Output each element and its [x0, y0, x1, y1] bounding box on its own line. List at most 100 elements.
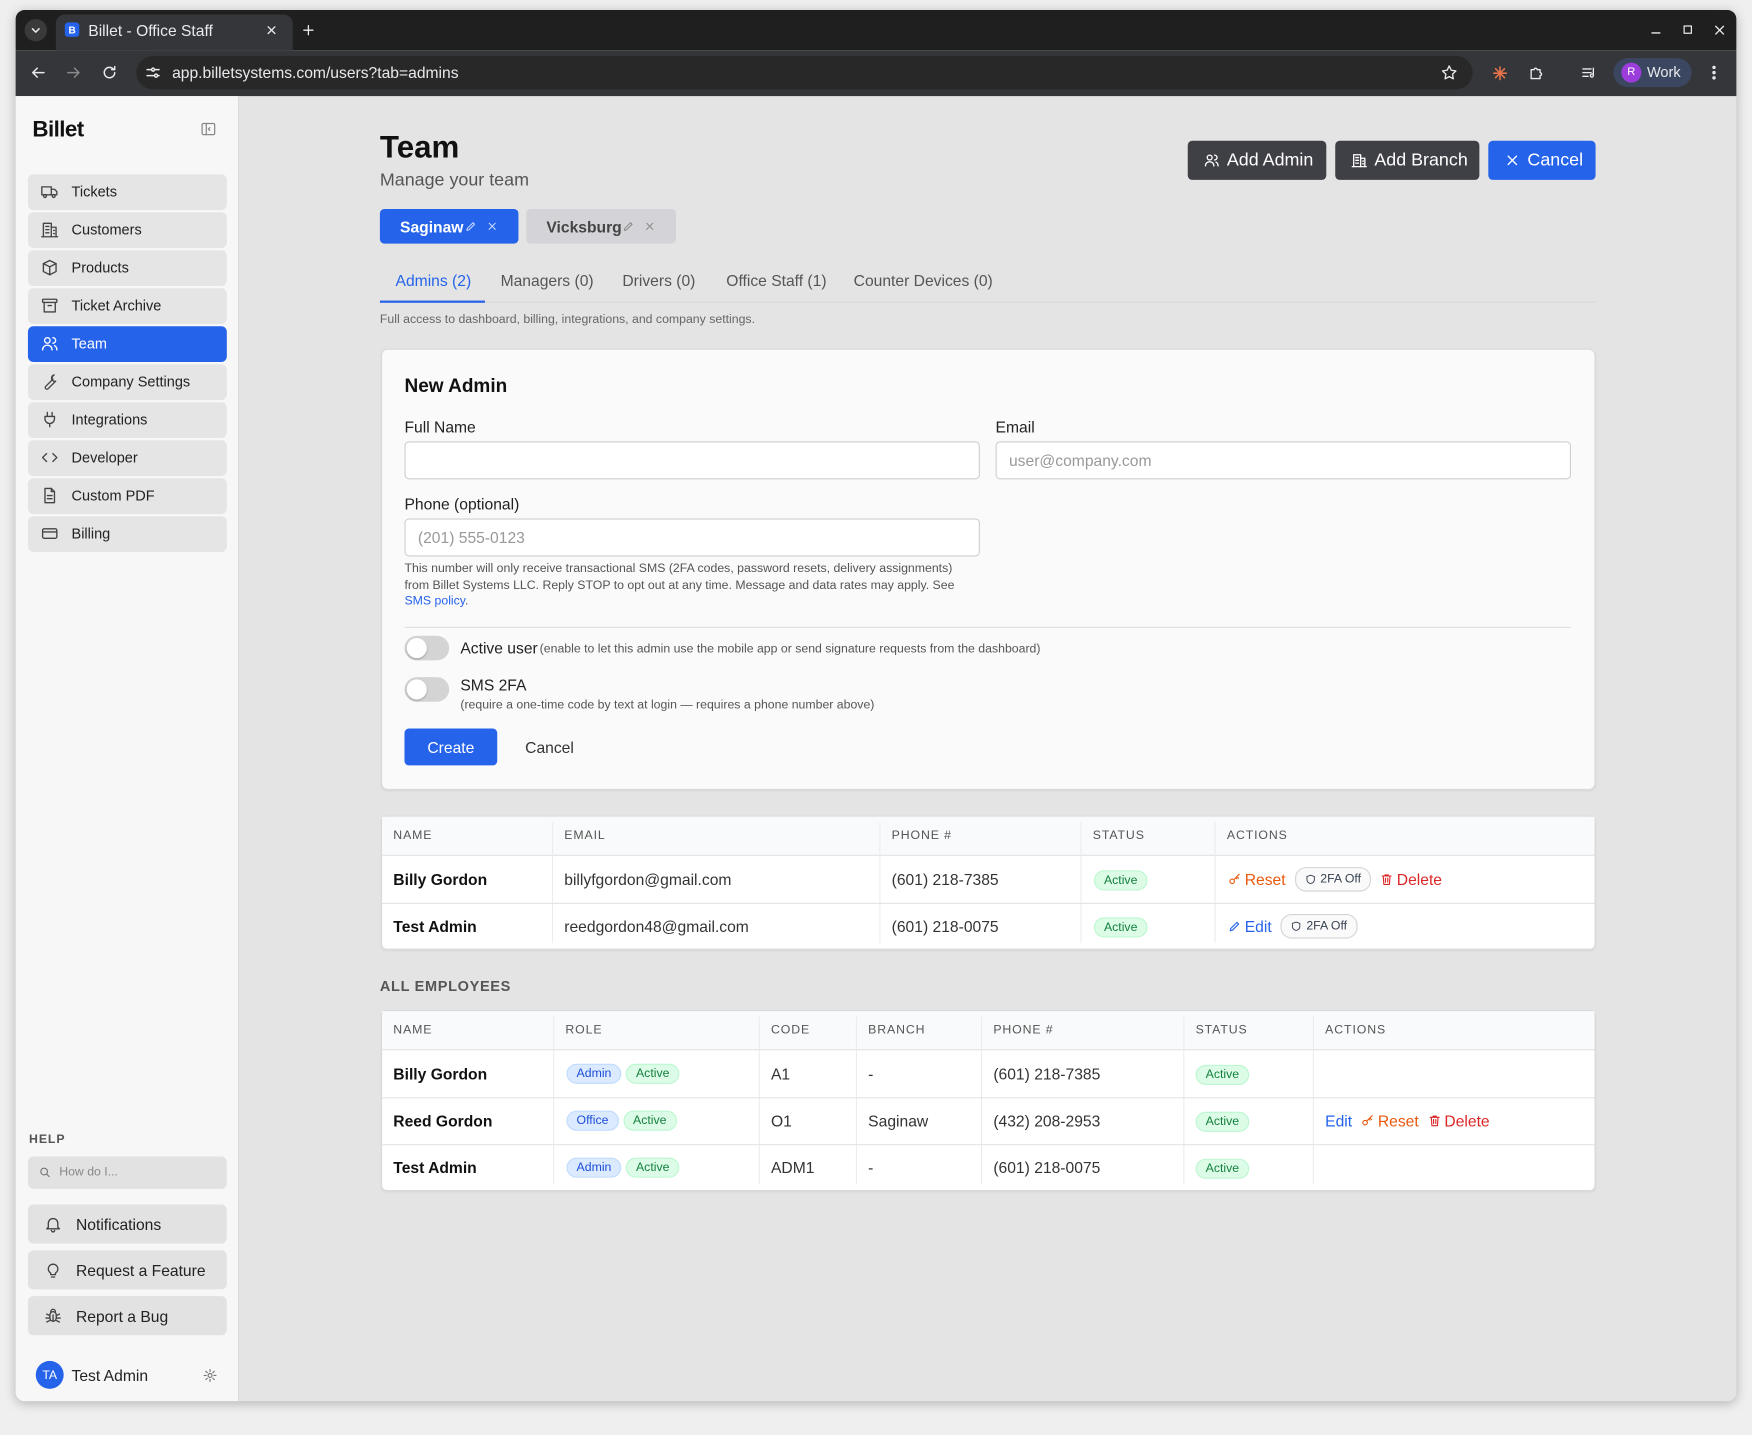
action-icon	[1362, 1115, 1373, 1126]
help-search[interactable]	[27, 1156, 227, 1189]
status-cell: Active	[1093, 916, 1183, 938]
branch-edit-part	[466, 222, 476, 231]
column-header: ACTIONS	[1325, 1023, 1387, 1037]
help-link[interactable]	[27, 1296, 227, 1336]
branch-chip[interactable]	[526, 208, 676, 244]
favicon-letter: B	[68, 24, 76, 36]
column-divider	[879, 822, 881, 944]
help-link-label: Request a Feature	[75, 1260, 206, 1279]
employee-code: O1	[770, 1111, 792, 1130]
action-label[interactable]: 2FA Off	[1306, 919, 1348, 933]
nav-item[interactable]	[27, 516, 227, 552]
tab[interactable]: Admins (2)	[395, 271, 472, 290]
branch-name[interactable]: Saginaw	[400, 217, 464, 236]
nav-icon	[44, 487, 56, 504]
column-divider	[855, 1016, 858, 1185]
tab-search-button[interactable]	[24, 18, 47, 42]
tab[interactable]: Drivers (0)	[622, 271, 696, 290]
nav-item[interactable]	[27, 250, 227, 287]
employee-branch: -	[868, 1158, 874, 1177]
phone-input[interactable]	[404, 518, 980, 557]
action-label[interactable]: Reset	[1377, 1111, 1419, 1130]
nav-icon	[42, 259, 57, 276]
user-settings-part	[203, 1369, 217, 1382]
nav-item[interactable]	[27, 402, 227, 439]
nav-item[interactable]	[27, 174, 227, 211]
section-heading: ALL EMPLOYEES	[379, 977, 512, 995]
cancel-button[interactable]: Cancel	[525, 738, 574, 757]
branch-remove-part	[488, 222, 496, 230]
nav-icon-part	[44, 487, 56, 504]
window-close-part	[1715, 25, 1725, 35]
action-icon-part	[1292, 921, 1301, 931]
action-label[interactable]: Edit	[1325, 1111, 1353, 1130]
favicon	[64, 22, 80, 37]
active-tab[interactable]	[55, 14, 293, 51]
create-button[interactable]	[404, 728, 498, 766]
action-label[interactable]: Reset	[1244, 870, 1286, 889]
column-header: BRANCH	[868, 1023, 926, 1037]
branch-edit	[623, 222, 633, 231]
sms-notice-text: This number will only receive transactio…	[404, 562, 955, 592]
help-link-icon-part	[45, 1308, 61, 1323]
create-label[interactable]: Create	[427, 738, 475, 757]
action-icon-part	[1229, 921, 1240, 932]
column-header: CODE	[770, 1023, 811, 1037]
nav-icon-part	[42, 222, 52, 238]
nav-icon-part	[41, 452, 58, 463]
admin-name: Billy Gordon	[393, 870, 488, 889]
branch-name[interactable]: Vicksburg	[546, 217, 622, 236]
action-label[interactable]: Delete	[1396, 870, 1442, 889]
nav-item[interactable]	[27, 440, 227, 476]
window-maximize	[1683, 25, 1692, 34]
employee-name: Billy Gordon	[393, 1064, 488, 1083]
action[interactable]: Delete	[1380, 870, 1442, 888]
user-name: Test Admin	[71, 1366, 149, 1385]
action[interactable]: Reset	[1228, 870, 1286, 888]
header-button-icon-part	[1351, 156, 1367, 168]
action-icon	[1305, 874, 1315, 885]
header-button[interactable]	[1488, 140, 1596, 180]
nav-icon	[41, 222, 59, 238]
employee-branch: Saginaw	[868, 1111, 929, 1130]
tab[interactable]: Managers (0)	[500, 271, 594, 290]
profile-label: Work	[1646, 63, 1681, 81]
action-label[interactable]: 2FA Off	[1320, 872, 1362, 887]
action-label[interactable]: Delete	[1444, 1111, 1490, 1130]
help-link[interactable]	[27, 1204, 227, 1244]
nav-item[interactable]	[27, 478, 227, 514]
brand: Billet	[32, 117, 84, 142]
branch-chip[interactable]	[379, 208, 519, 244]
action[interactable]: Delete	[1428, 1112, 1490, 1130]
action[interactable]: Edit	[1325, 1112, 1352, 1130]
nav-item[interactable]	[27, 364, 227, 401]
nav-icon	[41, 298, 58, 313]
nav-item[interactable]	[27, 212, 227, 249]
nav-item[interactable]	[27, 326, 227, 363]
tab[interactable]: Counter Devices (0)	[853, 271, 993, 290]
action-icon	[1429, 1115, 1440, 1127]
tab[interactable]: Office Staff (1)	[726, 271, 827, 290]
help-link-icon	[45, 1308, 61, 1323]
help-search-placeholder: How do I...	[59, 1165, 118, 1179]
action[interactable]: 2FA Off	[1280, 913, 1358, 939]
full-name-input[interactable]	[404, 441, 980, 480]
action[interactable]: Edit	[1228, 917, 1272, 935]
email-input[interactable]	[995, 441, 1571, 480]
row-actions: Edit Reset Delete	[1325, 1110, 1683, 1132]
action[interactable]: Reset	[1361, 1112, 1419, 1130]
nav-item[interactable]	[27, 288, 227, 325]
header-button-icon-part	[1204, 154, 1219, 167]
help-link-label: Notifications	[75, 1215, 162, 1233]
sms-policy-link[interactable]: SMS policy	[404, 594, 466, 608]
help-link[interactable]	[27, 1250, 227, 1290]
address-bar[interactable]	[136, 55, 1473, 90]
help-link-label: Report a Bug	[75, 1306, 169, 1325]
action-label[interactable]: Edit	[1244, 917, 1272, 936]
action[interactable]: 2FA Off	[1294, 867, 1372, 892]
status-cell: Active	[1093, 869, 1183, 891]
nav-icon	[41, 528, 58, 539]
extensions-button-part	[1530, 67, 1543, 80]
header-button[interactable]	[1335, 140, 1480, 180]
form-title: New Admin	[404, 375, 508, 397]
